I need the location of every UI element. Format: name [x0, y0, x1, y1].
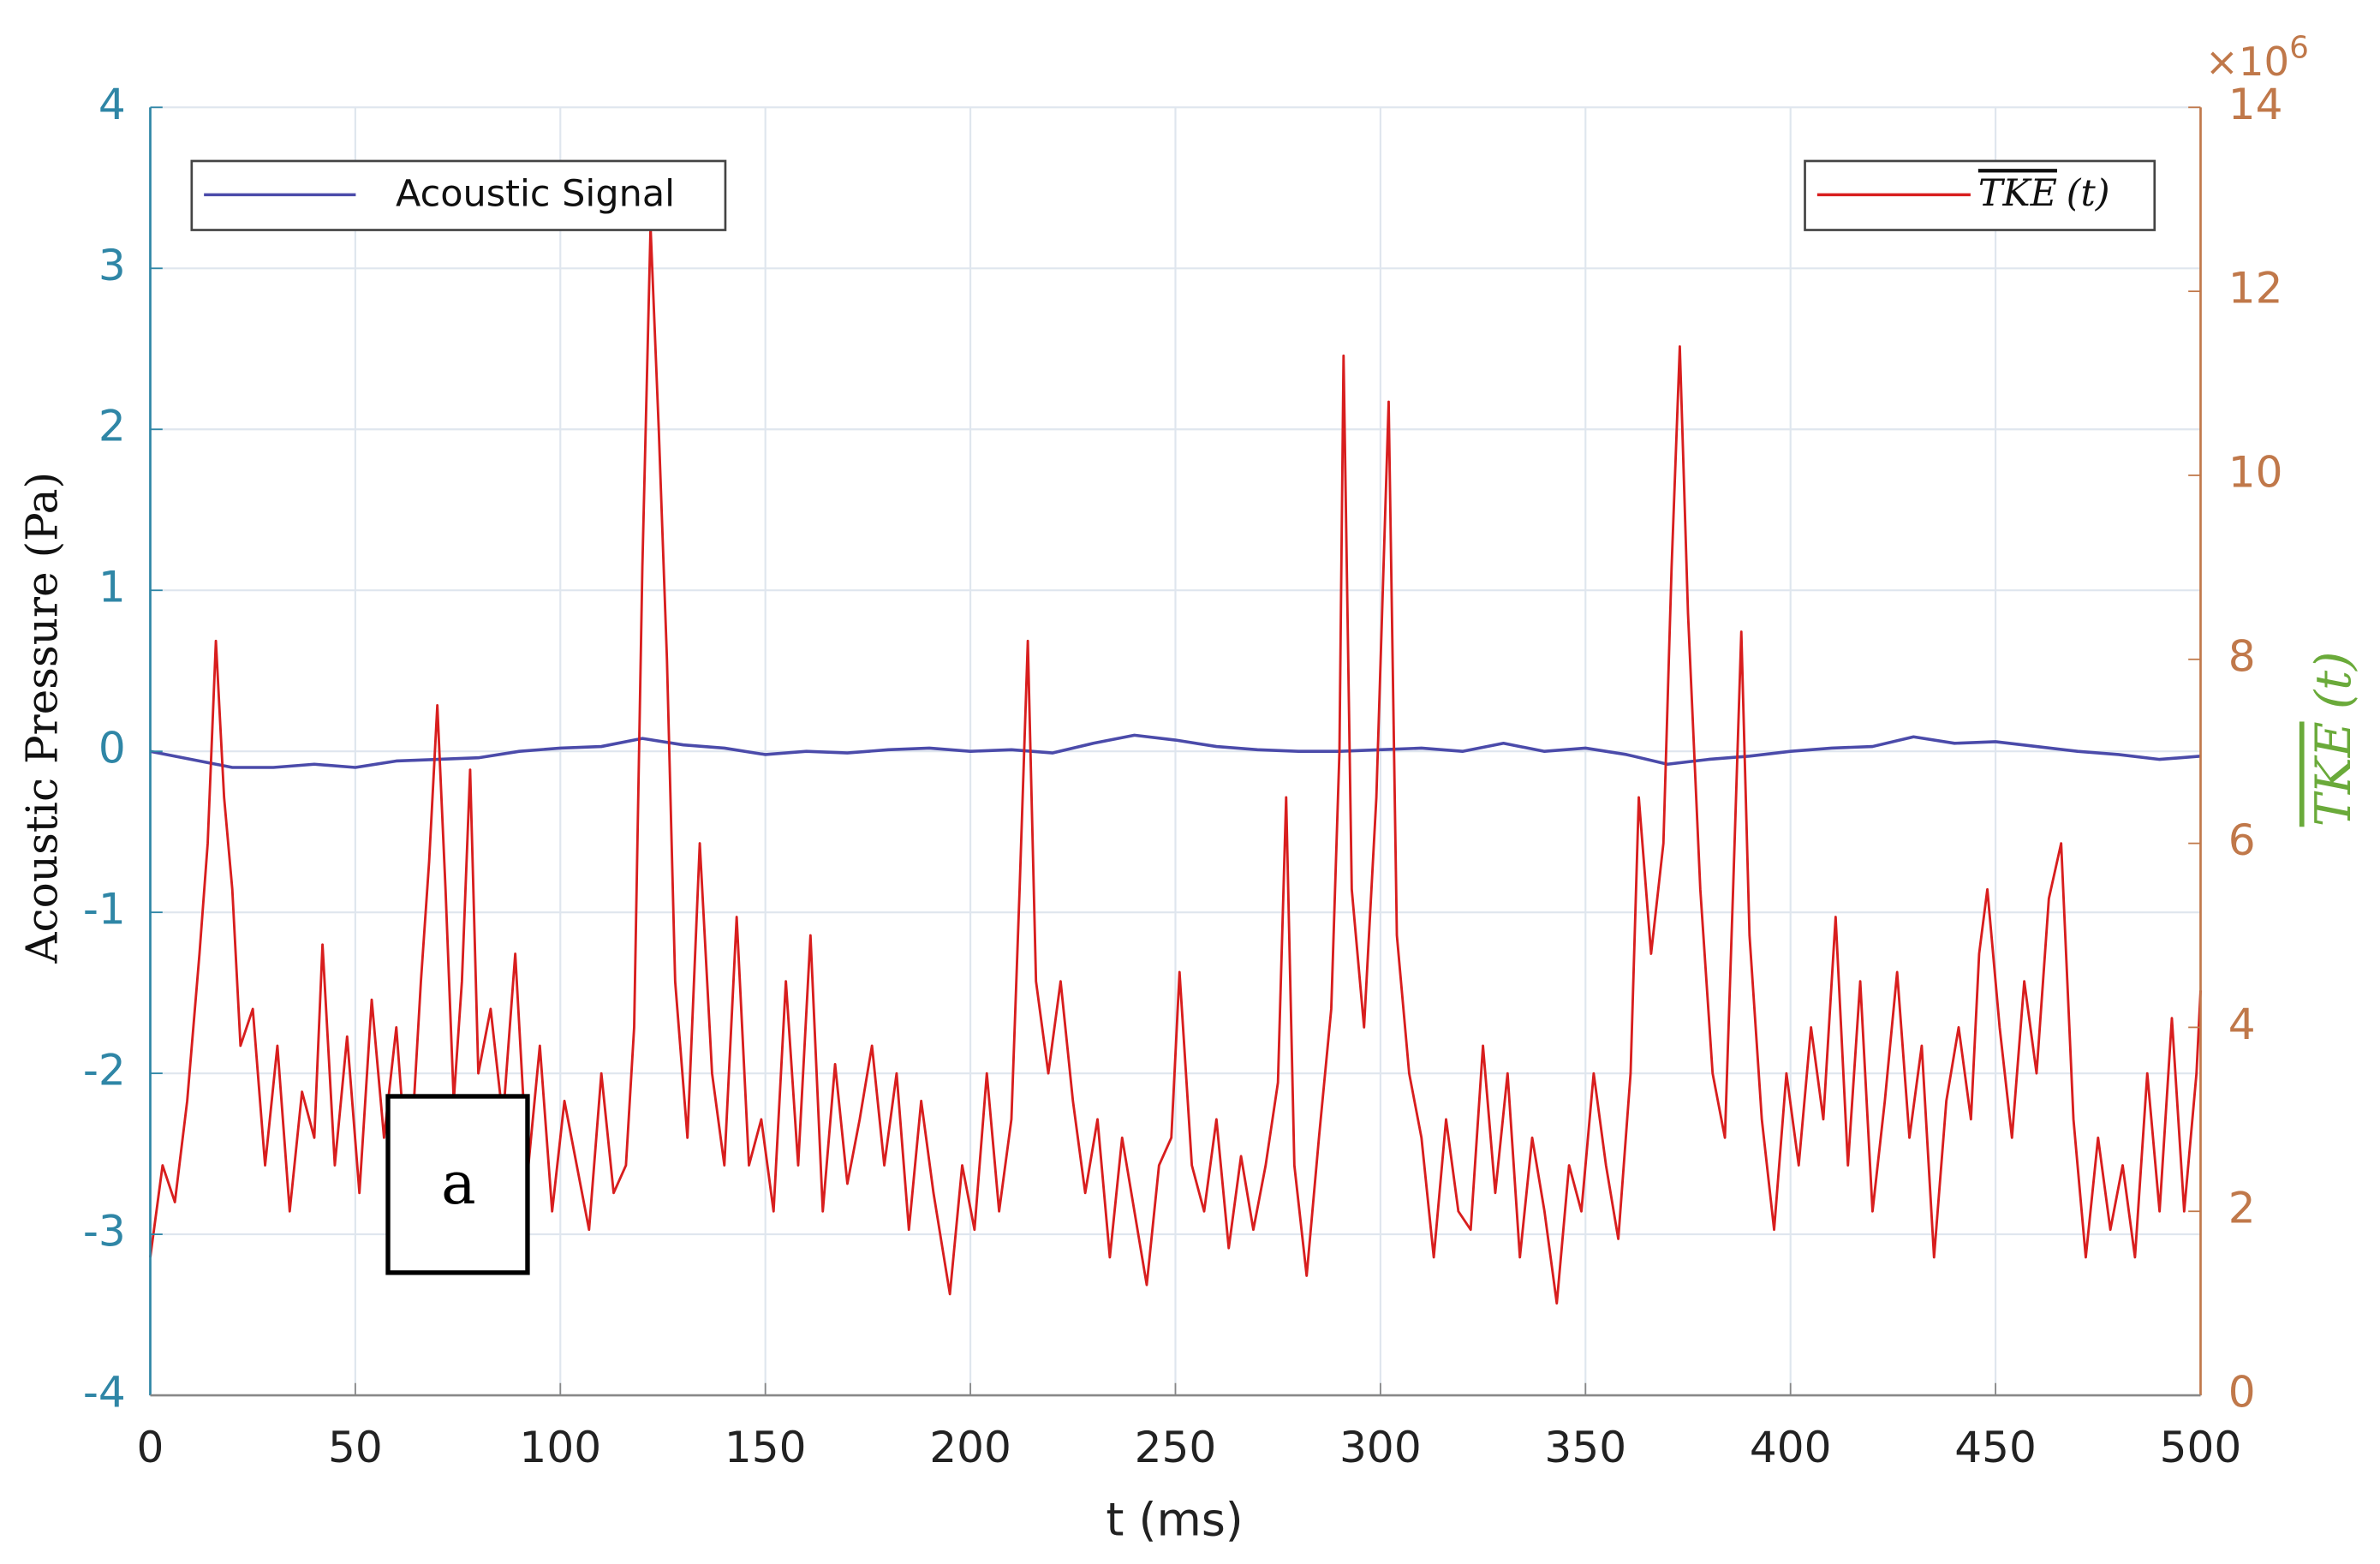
- y2-tick-label: 6: [2228, 815, 2256, 865]
- y-tick-label: -1: [83, 884, 126, 934]
- annotation-box: [385, 1094, 530, 1275]
- series-line: [150, 733, 2201, 769]
- y2-tick-label: 0: [2228, 1367, 2256, 1418]
- y2-tick-label: 10: [2228, 446, 2283, 497]
- x-tick-label: 0: [137, 1422, 164, 1472]
- y2-tick-label: 8: [2228, 630, 2256, 681]
- legend-label: Acoustic Signal: [396, 173, 675, 216]
- x-tick-label: 350: [1544, 1422, 1626, 1472]
- y2-tick-label: 2: [2228, 1183, 2256, 1233]
- y-tick-label: -3: [83, 1206, 126, 1257]
- x-tick-label: 200: [929, 1422, 1011, 1472]
- legend-label-suffix: (t): [2067, 172, 2110, 215]
- y-tick-label: -2: [83, 1045, 126, 1095]
- y2-label-main: TKE: [2305, 721, 2362, 827]
- x-tick-label: 300: [1339, 1422, 1422, 1472]
- y2-tick-label: 4: [2228, 999, 2256, 1049]
- axes: 0 50 100 150 200 250 300 350 400 450 500-4-3-2-101…: [83, 79, 2283, 1472]
- x-tick-label: 50: [328, 1422, 383, 1472]
- x-tick-label: 400: [1750, 1422, 1832, 1472]
- lines: [149, 225, 2202, 1305]
- y-tick-label: -4: [83, 1367, 126, 1418]
- x-axis-label: t (ms): [1106, 1492, 1243, 1546]
- annotation: a: [441, 1150, 476, 1218]
- legend-label: TKE (t): [1978, 172, 2110, 215]
- y-tick-label: 3: [98, 240, 126, 290]
- y-tick-label: 2: [98, 401, 126, 451]
- x-tick-label: 500: [2160, 1422, 2242, 1472]
- x-tick-label: 250: [1135, 1422, 1217, 1472]
- y2-scale: ×106: [2205, 30, 2309, 84]
- y2-axis-label: TKE (t): [2305, 651, 2362, 827]
- y2-scale-exponent: 6: [2289, 30, 2309, 65]
- y-tick-label: 1: [98, 562, 126, 612]
- y-tick-label: 0: [98, 723, 126, 773]
- y-axis-label: Acoustic Pressure (Pa): [17, 472, 68, 964]
- series-line: [149, 225, 2202, 1305]
- y2-tick-label: 14: [2228, 79, 2283, 129]
- legend-label-main: TKE: [1978, 172, 2057, 215]
- y2-tick-label: 12: [2228, 263, 2283, 313]
- y-tick-label: 4: [98, 79, 126, 129]
- y2-scale-base: ×10: [2205, 39, 2289, 85]
- x-tick-label: 100: [519, 1422, 601, 1472]
- x-tick-label: 450: [1954, 1422, 2037, 1472]
- y2-label-suffix: (t): [2305, 651, 2362, 709]
- x-tick-label: 150: [725, 1422, 807, 1472]
